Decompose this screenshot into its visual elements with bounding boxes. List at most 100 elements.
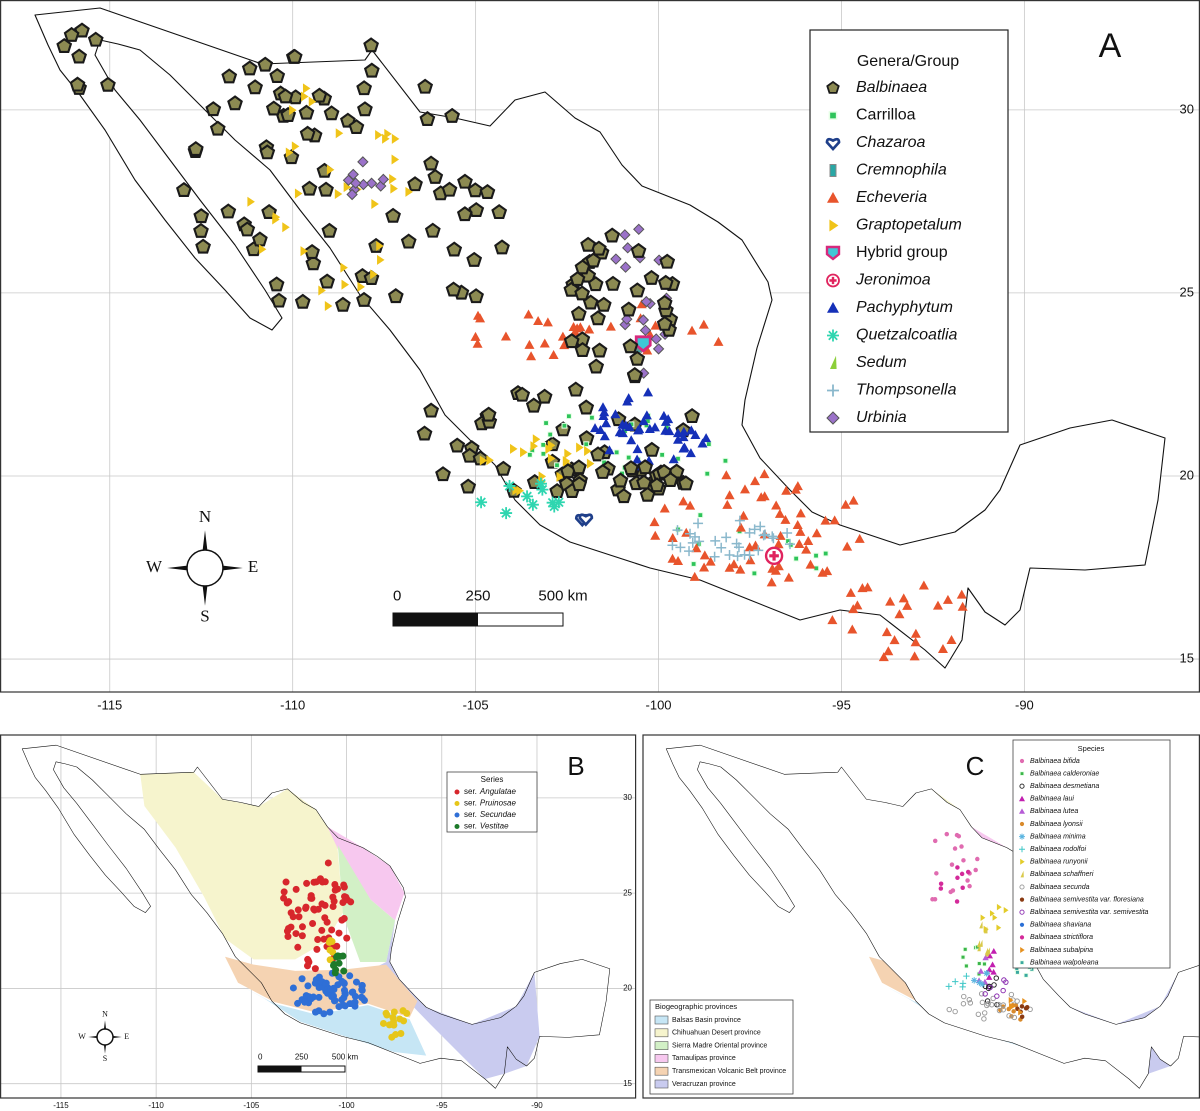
occurrence-marker — [327, 985, 335, 993]
legend-marker — [1019, 808, 1025, 814]
occurrence-marker — [673, 434, 684, 444]
occurrence-marker — [716, 542, 727, 553]
occurrence-marker — [739, 484, 750, 494]
legend-marker — [1019, 783, 1025, 789]
occurrence-marker — [722, 457, 729, 464]
legend-label: Balbinaea lyonsii — [1030, 821, 1083, 828]
x-tick-label: -90 — [531, 1101, 543, 1110]
occurrence-marker — [980, 914, 986, 921]
occurrence-marker — [343, 934, 351, 942]
occurrence-marker — [745, 555, 756, 565]
legend-marker — [1019, 771, 1025, 776]
occurrence-marker — [657, 274, 674, 290]
legend-label: Balbinaea calderoniae — [1030, 770, 1099, 777]
occurrence-marker — [650, 320, 661, 330]
occurrence-marker — [966, 997, 973, 1003]
occurrence-marker — [760, 529, 771, 540]
scale-bar-label: 250 — [295, 1052, 309, 1061]
occurrence-marker — [319, 273, 336, 289]
occurrence-marker — [724, 490, 735, 500]
occurrence-marker — [753, 545, 764, 556]
occurrence-marker — [660, 425, 671, 435]
occurrence-marker — [724, 549, 735, 560]
occurrence-marker — [221, 68, 238, 84]
occurrence-marker — [644, 423, 655, 433]
legend-box — [809, 29, 1009, 433]
occurrence-marker — [298, 923, 306, 931]
occurrence-marker — [862, 582, 873, 592]
occurrence-marker — [460, 478, 477, 494]
occurrence-marker — [599, 431, 610, 441]
occurrence-marker — [331, 969, 339, 977]
legend-label: Balbinaea semivestita var. semivestita — [1030, 909, 1149, 916]
occurrence-marker — [340, 883, 348, 891]
legend-swatch — [654, 1054, 669, 1063]
occurrence-marker — [195, 238, 211, 254]
legend-marker — [827, 384, 839, 397]
occurrence-marker — [1015, 970, 1020, 975]
occurrence-marker — [282, 222, 290, 233]
occurrence-marker — [986, 952, 993, 959]
occurrence-marker — [389, 173, 397, 184]
occurrence-marker — [305, 255, 322, 271]
legend-label: Chazaroa — [856, 134, 925, 151]
compass-n: N — [199, 507, 211, 526]
occurrence-marker — [348, 119, 365, 135]
occurrence-marker — [547, 431, 554, 438]
occurrence-marker — [534, 477, 547, 490]
legend-label: Sedum — [856, 354, 907, 371]
occurrence-marker — [986, 966, 993, 973]
occurrence-marker — [781, 485, 792, 495]
occurrence-marker — [574, 259, 591, 275]
occurrence-marker — [822, 550, 829, 557]
occurrence-marker — [56, 37, 73, 53]
occurrence-marker — [910, 628, 921, 638]
occurrence-marker — [472, 338, 483, 348]
occurrence-marker — [479, 455, 488, 466]
occurrence-marker — [343, 182, 352, 193]
occurrence-marker — [251, 231, 268, 247]
occurrence-marker — [805, 559, 816, 569]
occurrence-marker — [827, 615, 838, 625]
occurrence-marker — [446, 241, 463, 257]
compass-e: E — [124, 1032, 129, 1041]
occurrence-marker — [854, 533, 865, 543]
occurrence-marker — [312, 878, 320, 886]
legend-label: Balbinaea lutea — [1030, 808, 1078, 815]
occurrence-marker — [962, 947, 968, 952]
occurrence-marker — [298, 975, 306, 983]
occurrence-marker — [326, 164, 335, 175]
occurrence-marker — [982, 961, 987, 967]
occurrence-marker — [734, 515, 745, 526]
occurrence-marker — [650, 333, 662, 345]
occurrence-marker — [466, 251, 483, 267]
legend-swatch — [654, 1028, 669, 1038]
occurrence-marker — [595, 296, 612, 312]
occurrence-marker — [803, 535, 814, 545]
occurrence-marker — [659, 451, 666, 458]
occurrence-marker — [690, 429, 701, 439]
occurrence-marker — [500, 507, 513, 520]
occurrence-marker — [885, 596, 896, 606]
occurrence-marker — [389, 1014, 397, 1022]
occurrence-marker — [287, 909, 295, 917]
occurrence-marker — [347, 168, 359, 181]
legend-marker — [826, 411, 840, 425]
occurrence-marker — [946, 1006, 952, 1013]
legend-marker — [1019, 846, 1025, 853]
scale-bar-label: 500 km — [332, 1052, 359, 1061]
occurrence-marker — [187, 141, 204, 157]
occurrence-marker — [335, 128, 344, 139]
occurrence-marker — [976, 979, 983, 986]
scale-bar-black — [393, 613, 478, 626]
occurrence-marker — [294, 188, 303, 199]
occurrence-marker — [610, 409, 621, 419]
legend-label: Thompsonella — [856, 382, 957, 399]
legend-label: Veracruzan province — [672, 1081, 736, 1088]
occurrence-marker — [516, 485, 524, 496]
occurrence-marker — [309, 993, 317, 1001]
occurrence-marker — [396, 1015, 404, 1023]
occurrence-marker — [994, 993, 1000, 999]
occurrence-marker — [100, 76, 116, 92]
legend-series-name: Vestitae — [480, 822, 509, 831]
